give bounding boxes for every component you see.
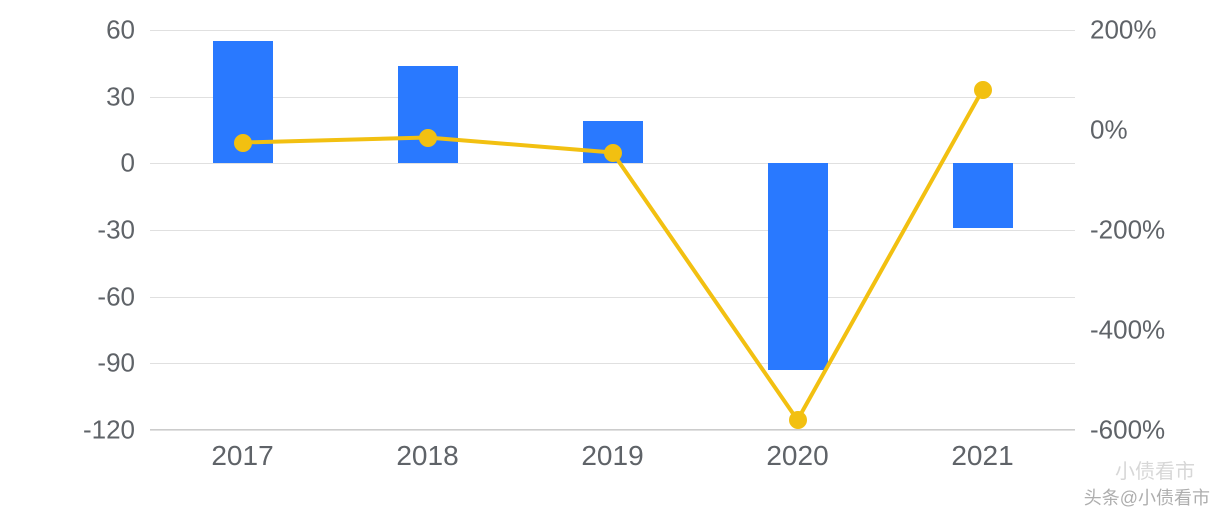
line-marker <box>974 81 992 99</box>
combo-chart: 60 30 0 -30 -60 -90 -120 200% 0% -200% -400% -600%… <box>0 0 1220 516</box>
watermark-lower: 头条@小债看市 <box>1084 484 1210 510</box>
y-left-tick: 0 <box>55 148 135 179</box>
x-tick: 2020 <box>766 440 828 472</box>
y-right-tick: 200% <box>1090 15 1210 46</box>
line-marker <box>604 144 622 162</box>
y-left-tick: -90 <box>55 348 135 379</box>
plot-area <box>150 30 1075 430</box>
y-right-tick: -400% <box>1090 315 1210 346</box>
line-series <box>150 30 1075 429</box>
y-right-tick: -600% <box>1090 415 1210 446</box>
x-tick: 2017 <box>211 440 273 472</box>
line-marker <box>234 134 252 152</box>
gridline <box>150 430 1075 431</box>
y-left-tick: 30 <box>55 81 135 112</box>
x-tick: 2021 <box>951 440 1013 472</box>
x-tick: 2018 <box>396 440 458 472</box>
y-left-tick: -60 <box>55 281 135 312</box>
x-tick: 2019 <box>581 440 643 472</box>
y-left-tick: 60 <box>55 15 135 46</box>
line-marker <box>419 129 437 147</box>
y-right-tick: -200% <box>1090 215 1210 246</box>
y-left-tick: -30 <box>55 215 135 246</box>
watermark-upper: 小债看市 <box>1115 455 1195 484</box>
y-left-tick: -120 <box>55 415 135 446</box>
y-right-tick: 0% <box>1090 115 1210 146</box>
line-marker <box>789 411 807 429</box>
